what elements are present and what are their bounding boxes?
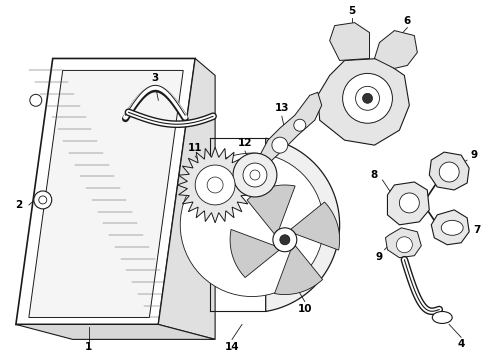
Circle shape (207, 177, 223, 193)
Circle shape (343, 73, 392, 123)
Ellipse shape (432, 311, 452, 323)
Text: 2: 2 (15, 200, 23, 210)
Circle shape (273, 228, 297, 252)
Circle shape (39, 196, 47, 204)
Polygon shape (318, 58, 409, 145)
Circle shape (363, 93, 372, 103)
Polygon shape (16, 58, 195, 324)
Circle shape (356, 86, 379, 110)
Circle shape (250, 170, 260, 180)
Circle shape (294, 119, 306, 131)
Text: 8: 8 (371, 170, 378, 180)
Text: 9: 9 (376, 252, 383, 262)
Circle shape (233, 153, 277, 197)
Text: 4: 4 (458, 339, 465, 349)
Polygon shape (177, 147, 253, 223)
Text: 1: 1 (85, 342, 92, 352)
Polygon shape (274, 246, 322, 294)
Polygon shape (230, 229, 279, 278)
Text: 7: 7 (473, 225, 481, 235)
Circle shape (396, 237, 413, 253)
Text: 5: 5 (348, 6, 355, 15)
Polygon shape (16, 324, 215, 339)
Circle shape (399, 193, 419, 213)
Circle shape (30, 94, 42, 106)
Circle shape (280, 235, 290, 245)
Circle shape (180, 153, 324, 297)
Text: 13: 13 (274, 103, 289, 113)
Polygon shape (429, 152, 469, 190)
Polygon shape (374, 31, 417, 68)
Polygon shape (431, 210, 469, 245)
Text: 14: 14 (225, 342, 239, 352)
Circle shape (272, 137, 288, 153)
Polygon shape (266, 138, 340, 311)
Text: 3: 3 (152, 73, 159, 84)
Text: 12: 12 (238, 138, 252, 148)
Polygon shape (291, 202, 340, 250)
Circle shape (439, 162, 459, 182)
Circle shape (34, 191, 52, 209)
Polygon shape (158, 58, 215, 339)
Polygon shape (330, 23, 369, 60)
Polygon shape (388, 182, 429, 225)
Text: 6: 6 (404, 15, 411, 26)
Circle shape (195, 165, 235, 205)
Text: 9: 9 (470, 150, 478, 160)
Circle shape (243, 163, 267, 187)
Text: 11: 11 (188, 143, 202, 153)
Ellipse shape (441, 220, 463, 235)
Polygon shape (29, 71, 183, 318)
Polygon shape (386, 228, 421, 258)
Polygon shape (247, 185, 295, 234)
Polygon shape (258, 92, 322, 168)
Text: 10: 10 (297, 305, 312, 315)
